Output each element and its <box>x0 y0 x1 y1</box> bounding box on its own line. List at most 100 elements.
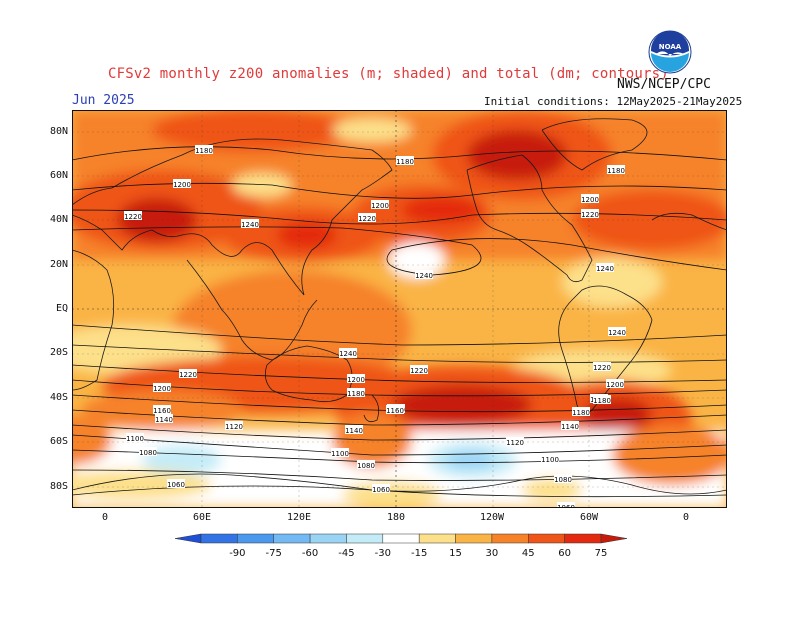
svg-text:1220: 1220 <box>410 367 428 375</box>
contour-label: 1100 <box>541 454 559 464</box>
colorbar-segment <box>346 533 384 544</box>
contour-label: 1180 <box>572 407 590 417</box>
lon-label: 180 <box>386 512 406 523</box>
svg-text:1220: 1220 <box>581 211 599 219</box>
colorbar: -90-75-60-45-30-15153045607590 <box>175 533 627 559</box>
svg-text:1100: 1100 <box>331 450 349 458</box>
contour-label: 1120 <box>225 421 243 431</box>
svg-text:1120: 1120 <box>225 423 243 431</box>
lon-label: 120E <box>286 512 312 523</box>
lon-label: 0 <box>682 512 690 523</box>
colorbar-tick-label: 15 <box>449 548 462 559</box>
colorbar-segment <box>528 533 565 544</box>
colorbar-tick-label: 60 <box>558 548 571 559</box>
initial-conditions: Initial conditions: 12May2025-21May2025 <box>484 95 743 108</box>
colorbar-tick-label: -15 <box>411 548 427 559</box>
svg-text:1140: 1140 <box>155 416 173 424</box>
svg-text:1120: 1120 <box>506 439 524 447</box>
contour-label: 1180 <box>347 388 365 398</box>
lat-label: 60S <box>49 436 68 447</box>
lat-label: 20S <box>49 347 68 358</box>
lat-label: 40N <box>49 214 68 225</box>
contour-label: 1180 <box>593 395 611 405</box>
contour-label: 1220 <box>593 362 611 372</box>
contour-label: 1240 <box>339 348 357 358</box>
svg-text:1140: 1140 <box>561 423 579 431</box>
noaa-logo: NOAA <box>648 30 692 74</box>
contour-label: 1060 <box>557 502 575 508</box>
contour-label: 1080 <box>554 474 572 484</box>
contour-label: 1240 <box>596 263 614 273</box>
contour-label: 1100 <box>331 448 349 458</box>
contour-label: 1060 <box>372 484 390 494</box>
svg-text:1080: 1080 <box>357 462 375 470</box>
svg-text:1200: 1200 <box>371 202 389 210</box>
svg-text:1160: 1160 <box>153 407 171 415</box>
colorbar-tick-label: 75 <box>595 548 608 559</box>
svg-text:1060: 1060 <box>372 486 390 494</box>
contour-label: 1160 <box>153 405 171 415</box>
svg-text:1200: 1200 <box>606 381 624 389</box>
svg-text:1060: 1060 <box>167 481 185 489</box>
svg-text:1240: 1240 <box>596 265 614 273</box>
svg-text:1200: 1200 <box>173 181 191 189</box>
lon-label: 0 <box>101 512 109 523</box>
svg-text:1180: 1180 <box>593 397 611 405</box>
lat-label: 80S <box>49 481 68 492</box>
contour-label: 1060 <box>167 479 185 489</box>
colorbar-segment <box>382 533 420 544</box>
lon-label: 60E <box>192 512 212 523</box>
contour-label: 1240 <box>608 327 626 337</box>
contour-label: 1120 <box>506 437 524 447</box>
svg-text:1220: 1220 <box>179 371 197 379</box>
coastlines <box>72 118 727 495</box>
svg-text:1160: 1160 <box>386 407 404 415</box>
contour-label: 1220 <box>124 211 142 221</box>
colorbar-segment <box>564 533 602 544</box>
svg-text:1180: 1180 <box>195 147 213 155</box>
contour-label: 1200 <box>606 379 624 389</box>
contour-label: 1200 <box>153 383 171 393</box>
lat-label: 60N <box>49 170 68 181</box>
lat-label: 40S <box>49 392 68 403</box>
svg-text:1240: 1240 <box>608 329 626 337</box>
height-contours <box>72 146 727 498</box>
colorbar-segment <box>200 533 238 544</box>
lon-label: 60W <box>579 512 599 523</box>
svg-text:1100: 1100 <box>126 435 144 443</box>
svg-text:1180: 1180 <box>396 158 414 166</box>
colorbar-segment <box>418 533 456 544</box>
contour-label: 1180 <box>607 165 625 175</box>
contour-label: 1140 <box>561 421 579 431</box>
colorbar-tick-label: -30 <box>375 548 391 559</box>
svg-text:1180: 1180 <box>607 167 625 175</box>
colorbar-tick-label: -60 <box>302 548 318 559</box>
svg-text:1240: 1240 <box>339 350 357 358</box>
contour-label: 1080 <box>357 460 375 470</box>
map-frame <box>72 110 727 508</box>
colorbar-segment <box>175 533 202 544</box>
contour-label: 1200 <box>347 374 365 384</box>
colorbar-segment <box>237 533 274 544</box>
svg-text:1080: 1080 <box>554 476 572 484</box>
contour-label: 1140 <box>345 425 363 435</box>
contour-label: 1200 <box>173 179 191 189</box>
contour-label: 1180 <box>396 156 414 166</box>
contour-label-group: 1180 1180 1180 1200 1200 1200 1220 1220 … <box>124 145 626 508</box>
svg-text:1240: 1240 <box>415 272 433 280</box>
contour-label: 1220 <box>410 365 428 375</box>
contour-label: 1100 <box>126 433 144 443</box>
colorbar-tick-label: -75 <box>266 548 282 559</box>
contour-label: 1240 <box>415 270 433 280</box>
colorbar-tick-label: 45 <box>522 548 535 559</box>
contour-label: 1140 <box>155 414 173 424</box>
colorbar-segment <box>273 533 311 544</box>
contour-label: 1220 <box>358 213 376 223</box>
colorbar-segment <box>309 533 347 544</box>
lat-label: EQ <box>55 303 68 314</box>
svg-text:1180: 1180 <box>572 409 590 417</box>
contour-label: 1160 <box>386 405 404 415</box>
contour-label: 1220 <box>581 209 599 219</box>
colorbar-tick-label: -90 <box>229 548 245 559</box>
colorbar-segment <box>491 533 529 544</box>
